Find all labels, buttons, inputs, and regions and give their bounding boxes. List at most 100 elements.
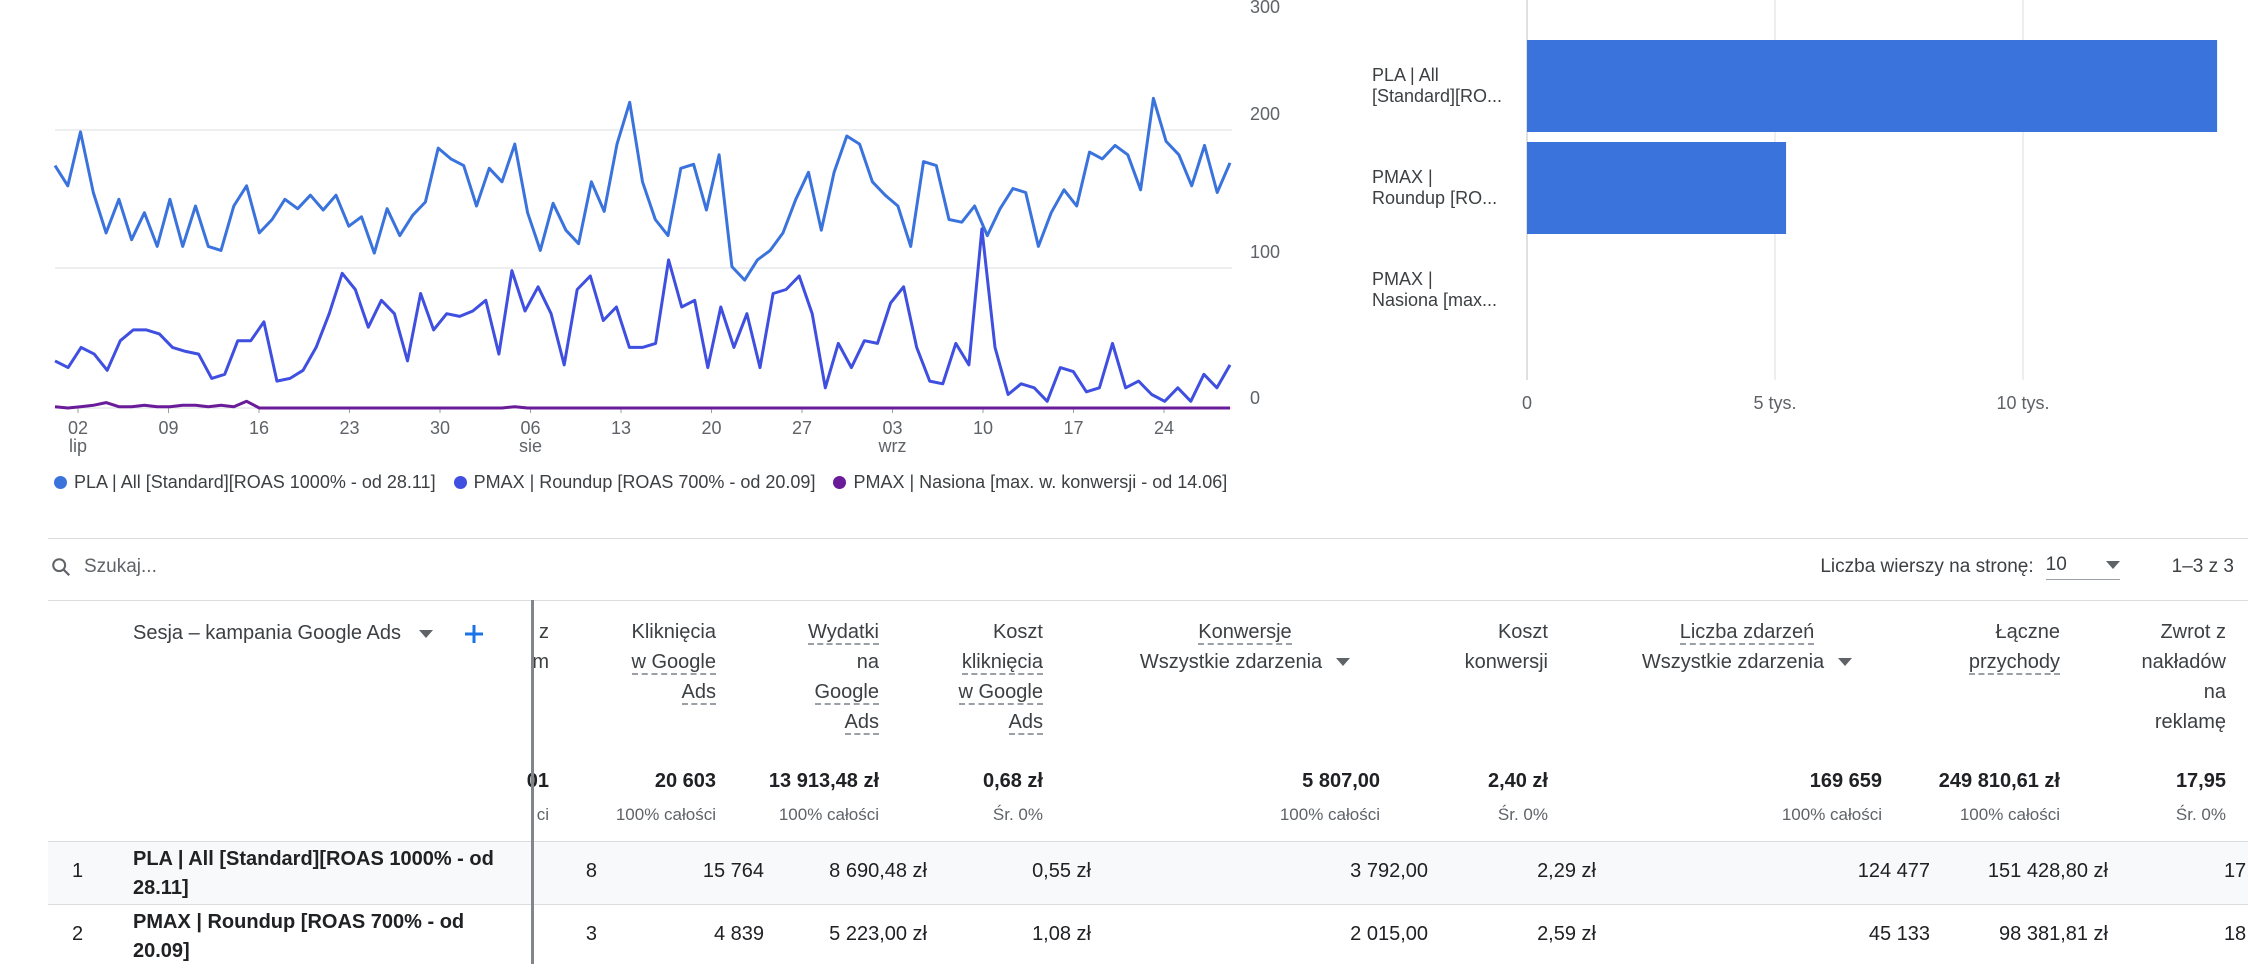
header-text: Zwrot z xyxy=(2160,621,2226,643)
total-sub-events: 100% całości xyxy=(1781,805,1882,824)
total-sub-revenue: 100% całości xyxy=(1959,805,2060,824)
total-revenue: 249 810,61 zł xyxy=(1938,770,2060,792)
total-cost: 13 913,48 zł xyxy=(768,770,879,792)
cell-cost-per-conversion: 2,59 zł xyxy=(1537,923,1596,945)
line-gridlines xyxy=(55,129,1232,409)
row-name-line: PMAX | Roundup [ROAS 700% - od xyxy=(133,911,465,933)
cell-conversions: 2 015,00 xyxy=(1350,923,1428,945)
legend-dot xyxy=(453,476,467,489)
rows-per-page-value: 10 xyxy=(2045,554,2067,575)
line-series-3 xyxy=(54,399,1230,410)
frozen-column-divider[interactable] xyxy=(531,600,534,964)
row-name[interactable]: PMAX | Roundup [ROAS 700% - od 20.09] xyxy=(133,908,464,966)
row-name[interactable]: PLA | All [Standard][ROAS 1000% - od 28.1… xyxy=(133,845,494,903)
line-series xyxy=(53,96,1232,410)
header-cost-per-conversion[interactable]: Koszt konwersji xyxy=(1465,617,1548,677)
header-text: Ads xyxy=(1008,711,1043,735)
chart-table-separator xyxy=(48,538,2248,539)
bar-x-tick-label: 10 tys. xyxy=(1996,393,2049,413)
header-text: Google xyxy=(814,681,879,705)
total-sub-clicks: 100% całości xyxy=(615,805,716,824)
chart-legend: PLA | All [Standard][ROAS 1000% - od 28.… xyxy=(54,472,1227,493)
total-sub-conversions: 100% całości xyxy=(1279,805,1380,824)
cell-revenue: 151 428,80 zł xyxy=(1987,860,2108,882)
table-row[interactable]: 2 PMAX | Roundup [ROAS 700% - od 20.09] 3… xyxy=(48,905,2248,964)
header-conversions[interactable]: Konwersje Wszystkie zdarzenia xyxy=(1130,617,1360,677)
total-cost-per-conversion: 2,40 zł xyxy=(1487,770,1548,792)
chevron-down-icon xyxy=(418,629,433,638)
bar-category-label: Roundup [RO... xyxy=(1372,188,1497,208)
total-sub-cpc: Śr. 0% xyxy=(992,805,1043,824)
bar-category-labels: PLA | All[Standard][RO...PMAX |Roundup [… xyxy=(1372,65,1502,310)
x-tick-label: 09 xyxy=(158,418,178,438)
table-row[interactable]: 1 PLA | All [Standard][ROAS 1000% - od 28… xyxy=(48,842,2248,904)
x-tick-label: 10 xyxy=(973,418,993,438)
header-cost[interactable]: Wydatki na Google Ads xyxy=(808,617,879,737)
search-bar[interactable]: Szukaj... xyxy=(50,556,157,578)
conversions-event-select[interactable]: Wszystkie zdarzenia xyxy=(1130,647,1360,677)
legend-dot xyxy=(54,476,67,489)
header-text: nakładów xyxy=(2141,651,2226,673)
legend-label: PMAX | Roundup [ROAS 700% - od 20.09] xyxy=(473,472,816,492)
total-cpc: 0,68 zł xyxy=(982,770,1043,792)
bar-1[interactable] xyxy=(1527,40,2218,132)
cell-roas: 17,42 xyxy=(2223,860,2248,882)
x-tick-sublabel: sie xyxy=(519,436,542,456)
x-tick-sublabel: wrz xyxy=(878,436,907,456)
header-text: Wydatki xyxy=(808,621,879,645)
legend-item-pmax-roundup[interactable]: PMAX | Roundup [ROAS 700% - od 20.09] xyxy=(453,472,816,493)
header-text: Konwersje xyxy=(1198,621,1292,645)
header-text: Koszt xyxy=(992,621,1043,643)
bar-marks xyxy=(1527,40,2218,234)
line-series-1 xyxy=(53,96,1232,282)
legend-item-pmax-nasiona[interactable]: PMAX | Nasiona [max. w. konwersji - od 1… xyxy=(833,472,1227,493)
bar-x-tick-label: 0 xyxy=(1522,393,1532,413)
x-tick-label: 23 xyxy=(339,418,359,438)
legend-item-pla[interactable]: PLA | All [Standard][ROAS 1000% - od 28.… xyxy=(54,472,436,493)
header-event-count[interactable]: Liczba zdarzeń Wszystkie zdarzenia xyxy=(1632,617,1862,677)
chevron-down-icon xyxy=(1336,658,1351,666)
header-text: na xyxy=(2203,681,2226,703)
line-series-2 xyxy=(54,227,1232,403)
header-text: Kliknięcia xyxy=(631,621,716,643)
bar-2[interactable] xyxy=(1527,142,1787,234)
pagination-controls: Liczba wierszy na stronę: 10 1–3 z 3 xyxy=(1820,554,2234,580)
header-total-revenue[interactable]: Łączne przychody xyxy=(1968,617,2061,677)
search-input[interactable]: Szukaj... xyxy=(84,556,157,577)
y-tick-label: 200 xyxy=(1250,104,1280,124)
chevron-down-icon xyxy=(2105,561,2120,569)
y-tick-label: 0 xyxy=(1250,388,1260,408)
x-tick-label: 24 xyxy=(1154,418,1174,438)
events-select[interactable]: Wszystkie zdarzenia xyxy=(1632,647,1862,677)
total-sub-cost-per-conversion: Śr. 0% xyxy=(1497,805,1548,824)
x-tick-label: 17 xyxy=(1063,418,1083,438)
header-text: Koszt xyxy=(1497,621,1548,643)
header-text: Łączne xyxy=(1995,621,2061,643)
header-text: Liczba zdarzeń xyxy=(1679,621,1815,645)
total-sub-cost: 100% całości xyxy=(778,805,879,824)
add-dimension-icon[interactable] xyxy=(463,623,485,645)
bar-chart: 0 5 tys. 10 tys. PLA | All[Standard][RO... P… xyxy=(1372,0,2218,413)
rows-per-page-select[interactable]: 10 xyxy=(2045,554,2120,580)
dimension-selector[interactable]: Sesja – kampania Google Ads xyxy=(133,622,485,645)
cell-events: 45 133 xyxy=(1868,923,1930,945)
x-tick-sublabel: lip xyxy=(69,436,87,456)
legend-label: PMAX | Nasiona [max. w. konwersji - od 1… xyxy=(853,472,1228,492)
x-tick-label: 27 xyxy=(792,418,812,438)
legend-label: PLA | All [Standard][ROAS 1000% - od 28.… xyxy=(74,472,436,492)
cell-cut: 3 xyxy=(585,923,597,945)
rows-per-page-label: Liczba wierszy na stronę: xyxy=(1820,556,2034,577)
header-text: Ads xyxy=(844,711,879,735)
line-y-ticks: 0 100 200 300 xyxy=(1250,0,1280,408)
bar-category-label: PMAX | xyxy=(1372,167,1433,187)
cut-col-h1: z xyxy=(539,621,549,643)
row-name-line: 28.11] xyxy=(133,877,189,899)
table-top-border xyxy=(48,600,2248,601)
bar-category-label: PMAX | xyxy=(1372,269,1433,289)
header-roas[interactable]: Zwrot z nakładów na reklamę xyxy=(2141,617,2226,737)
header-clicks[interactable]: Kliknięcia w Google Ads xyxy=(631,617,716,707)
cell-cut: 8 xyxy=(585,860,597,882)
header-cpc[interactable]: Koszt kliknięcia w Google Ads xyxy=(958,617,1043,737)
